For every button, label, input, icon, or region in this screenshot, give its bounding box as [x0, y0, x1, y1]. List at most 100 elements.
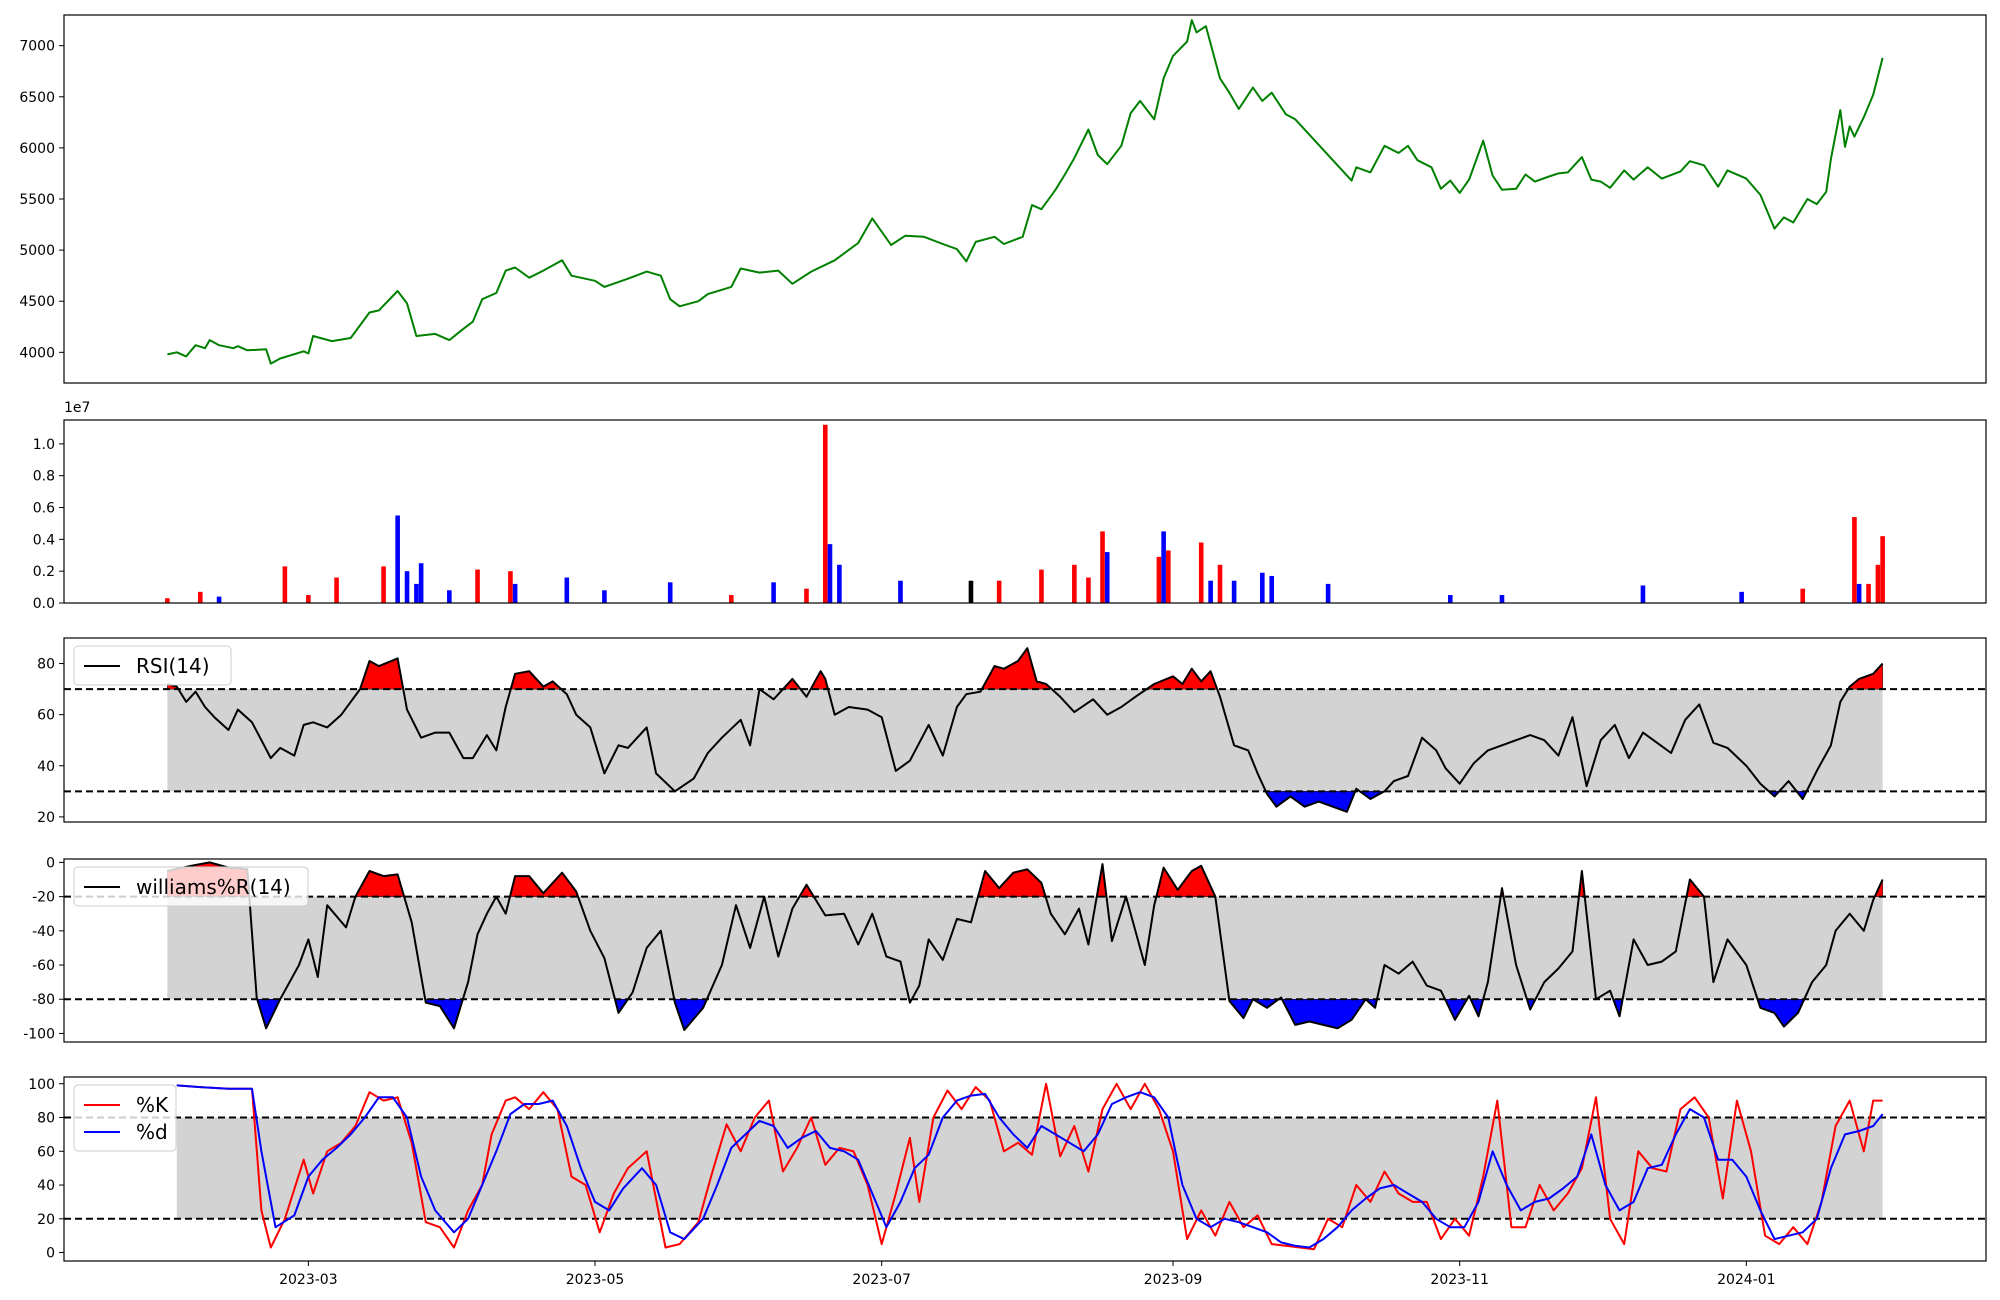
volume-ytick-label: 0.8 — [33, 469, 55, 485]
volume-bar — [395, 515, 400, 603]
volume-bar — [822, 424, 828, 603]
volume-bar — [1499, 595, 1505, 603]
price-ytick-label: 6000 — [19, 141, 55, 157]
volume-bar — [728, 595, 734, 603]
stochastic-series-line-2 — [176, 1084, 1884, 1249]
volume-bar — [898, 580, 903, 603]
volume-bar — [418, 563, 424, 603]
price-axes-frame — [63, 14, 1987, 384]
volume-bar — [771, 582, 776, 603]
volume-axes-frame — [63, 419, 1987, 604]
williams-legend-label: williams%R(14) — [136, 875, 291, 899]
rsi-legend-label: RSI(14) — [136, 654, 210, 678]
stochastic-ytick-label: 0 — [46, 1246, 55, 1262]
stochastic-ytick-label: 60 — [37, 1144, 55, 1160]
williams-series-line-1 — [167, 861, 1884, 1031]
volume-bar — [1269, 575, 1275, 603]
volume-bar — [1800, 588, 1806, 603]
price-panel: 4000 4500 5000 5500 6000 6500 7000 — [19, 14, 1987, 384]
volume-ytick-label: 1.0 — [33, 437, 55, 453]
stochastic-ytick-label: 20 — [37, 1212, 55, 1228]
volume-bar — [1640, 585, 1646, 603]
volume-bar — [827, 544, 833, 603]
stochastic-band — [176, 1117, 1883, 1219]
price-series-line-1 — [167, 19, 1884, 365]
volume-ytick-label: 0.2 — [33, 564, 55, 580]
volume-bar — [475, 569, 480, 603]
williams-band — [167, 896, 1883, 1000]
williams-ytick-label: -60 — [32, 958, 55, 974]
rsi-ytick-label: 60 — [37, 708, 55, 724]
stochastic-ytick-label: 40 — [37, 1178, 55, 1194]
rsi-overbought-fill — [1145, 668, 1218, 690]
stochastic-legend-label: %d — [136, 1120, 168, 1144]
volume-bar — [1104, 552, 1110, 603]
volume-bar — [1086, 577, 1091, 603]
price-ytick-label: 6500 — [19, 90, 55, 106]
price-ytick-label: 5000 — [19, 243, 55, 259]
rsi-band — [167, 689, 1883, 792]
rsi-ytick-label: 20 — [37, 810, 55, 826]
volume-bar — [512, 583, 518, 603]
x-tick-label: 2023-07 — [852, 1272, 911, 1288]
volume-panel: 0.0 0.2 0.4 0.6 0.8 1.0 1e7 — [33, 400, 1987, 612]
rsi-axes-frame — [63, 637, 1987, 823]
volume-bar — [1875, 564, 1881, 603]
x-tick-label: 2024-01 — [1717, 1272, 1776, 1288]
volume-bar — [414, 583, 419, 603]
volume-bar — [602, 590, 607, 603]
stochastic-axes-frame — [63, 1076, 1987, 1262]
volume-bar — [1856, 583, 1862, 603]
williams-legend — [73, 866, 309, 907]
x-tick-label: 2023-05 — [566, 1272, 625, 1288]
volume-bar — [1156, 556, 1162, 603]
williams-ytick-label: -40 — [32, 924, 55, 940]
volume-bar — [1072, 564, 1077, 603]
price-ytick-label: 4000 — [19, 345, 55, 361]
volume-bar — [508, 571, 513, 603]
volume-bar — [447, 590, 452, 603]
volume-bar — [837, 564, 842, 603]
rsi-series-line-1 — [167, 647, 1884, 813]
stochastic-ytick-label: 100 — [28, 1077, 55, 1093]
volume-bar — [968, 580, 974, 603]
rsi-legend — [73, 645, 232, 686]
volume-bar — [1100, 531, 1105, 603]
volume-bar — [306, 595, 311, 603]
rsi-ytick-label: 40 — [37, 759, 55, 775]
volume-bar — [1447, 595, 1453, 603]
volume-bar — [334, 577, 339, 603]
volume-bar — [1739, 591, 1744, 603]
volume-bar — [1217, 564, 1223, 603]
price-ytick-label: 4500 — [19, 294, 55, 310]
volume-ytick-label: 0.0 — [33, 596, 55, 612]
volume-bar — [996, 580, 1002, 603]
rsi-ytick-label: 80 — [37, 657, 55, 673]
price-ytick-label: 7000 — [19, 39, 55, 55]
williams-ytick-label: 0 — [46, 855, 55, 871]
volume-bar — [1208, 580, 1213, 603]
volume-bar — [804, 588, 809, 603]
volume-ytick-label: 0.4 — [33, 532, 55, 548]
volume-bar — [1166, 550, 1171, 603]
williams-panel: -100 -80 -60 -40 -20 0 williams%R(14) — [23, 855, 1987, 1043]
price-ytick-label: 5500 — [19, 192, 55, 208]
volume-offset-label: 1e7 — [64, 400, 90, 416]
volume-bar — [1852, 517, 1857, 603]
williams-ytick-label: -20 — [32, 890, 55, 906]
volume-ytick-label: 0.6 — [33, 501, 55, 517]
stochastic-legend — [73, 1084, 177, 1152]
volume-bar — [564, 577, 570, 603]
volume-bar — [216, 596, 222, 603]
volume-bar — [404, 571, 410, 603]
williams-ytick-label: -100 — [23, 1026, 55, 1042]
rsi-panel: 20 40 60 80 RSI(14) — [37, 637, 1987, 826]
williams-ytick-label: -80 — [32, 992, 55, 1008]
x-tick-label: 2023-03 — [279, 1272, 338, 1288]
stochastic-legend-label: %K — [136, 1093, 169, 1117]
rsi-oversold-fill — [1265, 791, 1356, 813]
x-tick-label: 2023-11 — [1430, 1272, 1489, 1288]
williams-axes-frame — [63, 858, 1987, 1043]
stochastic-ytick-label: 80 — [37, 1111, 55, 1127]
